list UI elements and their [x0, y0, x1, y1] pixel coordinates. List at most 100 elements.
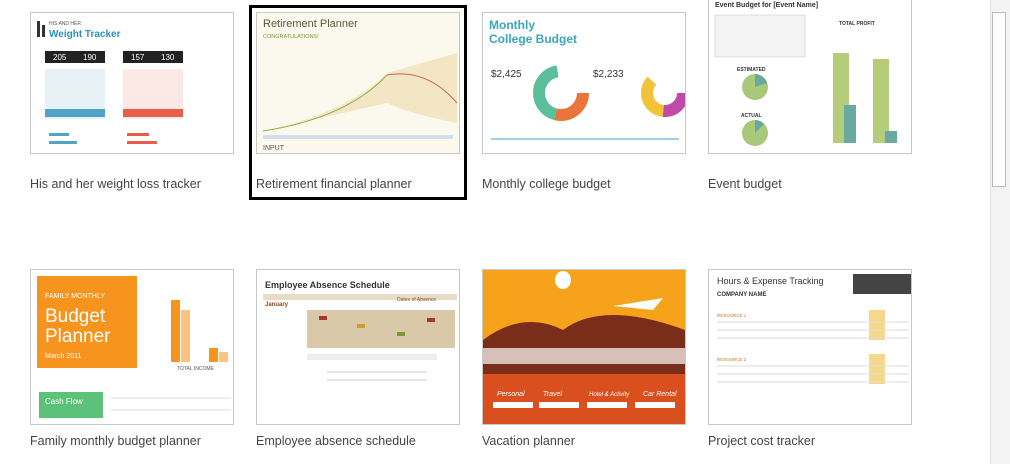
thumbnail-shape	[555, 271, 571, 289]
thumbnail-text: 190	[83, 53, 97, 62]
thumbnail-text: Hotel & Activity	[589, 392, 630, 398]
thumbnail-shape	[42, 25, 45, 37]
template-name[interactable]: Monthly college budget	[482, 177, 611, 191]
template-thumbnail[interactable]: Event Budget for [Event Name] TOTAL PROF…	[708, 0, 912, 154]
thumbnail-text: TOTAL INCOME	[177, 366, 215, 372]
thumbnail-text: Monthly	[489, 18, 535, 32]
thumbnail-shape	[853, 274, 911, 294]
thumbnail-text: 130	[161, 53, 175, 62]
template-thumbnail[interactable]: Personal Travel Hotel & Activity Car Ren…	[482, 269, 686, 425]
thumbnail-shape	[641, 69, 685, 117]
template-name[interactable]: Family monthly budget planner	[30, 434, 201, 448]
scrollbar-thumb[interactable]	[992, 12, 1006, 187]
thumbnail-text: Budget	[45, 306, 106, 327]
template-name[interactable]: His and her weight loss tracker	[30, 177, 201, 191]
thumbnail-shape	[869, 310, 885, 340]
thumbnail-image: FAMILY MONTHLY Budget Planner March 2011…	[37, 276, 231, 418]
thumbnail-shape	[357, 324, 365, 328]
thumbnail-text: Car Rental	[643, 391, 677, 398]
template-thumbnail[interactable]: Hours & Expense Tracking COMPANY NAME RE…	[708, 269, 912, 425]
thumbnail-text: RESOURCE 2	[717, 357, 747, 362]
thumbnail-shape	[539, 402, 579, 408]
template-thumbnail[interactable]: FAMILY MONTHLY Budget Planner March 2011…	[30, 269, 234, 425]
thumbnail-image: Employee Absence Schedule January Dates …	[263, 280, 457, 381]
thumbnail-shape	[127, 141, 157, 144]
thumbnail-text: Dates of Absence	[397, 297, 436, 303]
thumbnail-shape	[873, 59, 889, 143]
thumbnail-shape	[844, 105, 856, 143]
thumbnail-shape	[37, 21, 40, 37]
selection-frame	[249, 5, 467, 200]
thumbnail-shape	[263, 135, 453, 139]
thumbnail-text: Travel	[543, 391, 562, 398]
thumbnail-shape	[483, 374, 685, 424]
thumbnail-shape	[219, 352, 228, 362]
template-name[interactable]: Retirement financial planner	[256, 177, 412, 191]
thumbnail-text: ESTIMATED	[737, 67, 766, 73]
thumbnail-shape	[641, 69, 685, 117]
template-name[interactable]: Event budget	[708, 177, 782, 191]
thumbnail-text: HIS AND HER	[49, 21, 81, 27]
thumbnail-shape	[123, 51, 183, 63]
thumbnail-text: January	[265, 302, 289, 308]
thumbnail-shape	[307, 310, 455, 348]
thumbnail-shape	[49, 133, 69, 136]
thumbnail-shape	[49, 141, 77, 144]
thumbnail-shape	[45, 51, 105, 63]
thumbnail-image: Personal Travel Hotel & Activity Car Ren…	[483, 270, 685, 424]
thumbnail-text: Hours & Expense Tracking	[717, 276, 824, 286]
template-name[interactable]: Project cost tracker	[708, 434, 815, 448]
thumbnail-shape	[262, 74, 388, 132]
thumbnail-shape	[714, 14, 806, 58]
thumbnail-shape	[427, 318, 435, 322]
thumbnail-text: FAMILY MONTHLY	[45, 293, 105, 300]
thumbnail-text: RESOURCE 1	[717, 313, 747, 318]
thumbnail-shape	[587, 402, 627, 408]
thumbnail-shape	[209, 348, 218, 362]
thumbnail-text: Planner	[45, 326, 111, 347]
thumbnail-text: INPUT	[263, 145, 285, 152]
thumbnail-image: Hours & Expense Tracking COMPANY NAME RE…	[717, 274, 911, 384]
template-name[interactable]: Employee absence schedule	[256, 434, 416, 448]
thumbnail-text: $2,425	[491, 69, 522, 80]
thumbnail-image: Monthly College Budget $2,425 $2,233	[489, 18, 685, 140]
thumbnail-shape	[181, 310, 190, 362]
template-name[interactable]: Vacation planner	[482, 434, 575, 448]
thumbnail-shape	[755, 74, 767, 87]
thumbnail-shape	[37, 276, 137, 368]
template-thumbnail[interactable]: Retirement Planner CONGRATULATIONS! INPU…	[256, 12, 460, 154]
thumbnail-text: Event Budget for [Event Name]	[715, 2, 818, 9]
thumbnail-text: TOTAL PROFIT	[839, 21, 875, 27]
thumbnail-shape	[493, 402, 533, 408]
thumbnail-shape	[613, 298, 663, 310]
thumbnail-shape	[533, 65, 589, 121]
thumbnail-shape	[263, 294, 457, 300]
thumbnail-text: Personal	[497, 391, 525, 398]
thumbnail-shape	[885, 131, 897, 143]
thumbnail-shape	[123, 109, 183, 117]
thumbnail-text: Cash Flow	[45, 397, 83, 406]
template-thumbnail[interactable]: Employee Absence Schedule January Dates …	[256, 269, 460, 425]
thumbnail-shape	[263, 53, 457, 131]
thumbnail-shape	[755, 120, 764, 133]
thumbnail-shape	[483, 315, 685, 380]
thumbnail-shape	[635, 402, 675, 408]
thumbnail-shape	[127, 133, 149, 136]
thumbnail-shape	[39, 392, 103, 418]
thumbnail-shape	[307, 354, 437, 360]
thumbnail-shape	[319, 316, 327, 320]
thumbnail-shape	[533, 65, 589, 121]
thumbnail-text: 157	[131, 53, 145, 62]
template-thumbnail[interactable]: Monthly College Budget $2,425 $2,233	[482, 12, 686, 154]
thumbnail-shape	[45, 109, 105, 117]
thumbnail-text: Employee Absence Schedule	[265, 280, 390, 290]
thumbnail-text: Retirement Planner	[263, 18, 358, 30]
thumbnail-text: ACTUAL	[741, 113, 762, 119]
thumbnail-text: 205	[53, 53, 67, 62]
thumbnail-shape	[483, 348, 685, 364]
thumbnail-shape	[869, 354, 885, 384]
template-thumbnail[interactable]: HIS AND HER Weight Tracker 205 190 157 1…	[30, 12, 234, 154]
thumbnail-text: March 2011	[45, 353, 82, 360]
thumbnail-text: COMPANY NAME	[717, 292, 766, 298]
